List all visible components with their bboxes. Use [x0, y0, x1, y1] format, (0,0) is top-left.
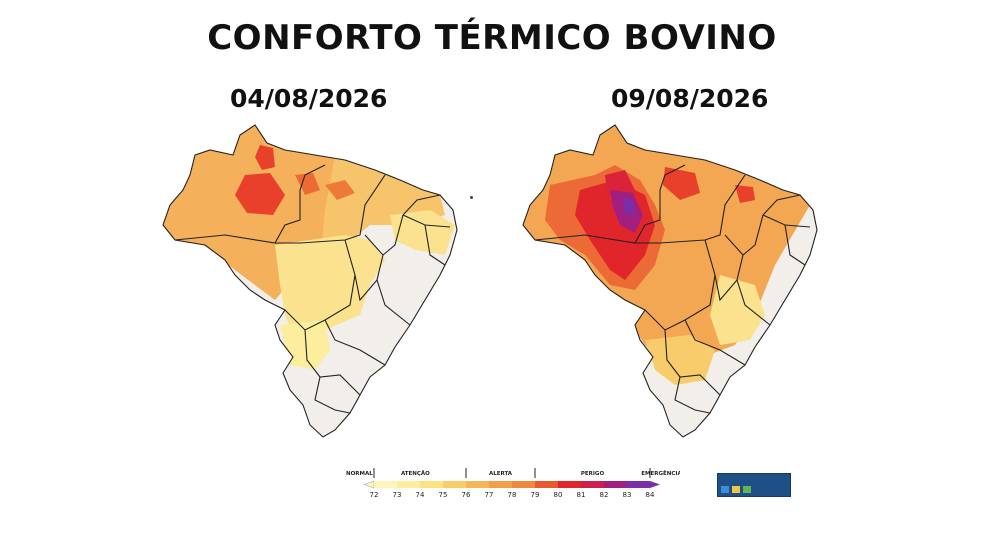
heat-zone-danger-east: [295, 173, 320, 195]
legend-color-swatch: [443, 481, 466, 488]
legend-tick-labels: 72 73 74 75 76 77 78 79 80 81 82 83 84: [370, 491, 655, 499]
heat-zone-small-orange: [325, 180, 355, 200]
legend-category-label: PERIGO: [581, 471, 605, 477]
legend-tick-label: 73: [393, 491, 402, 499]
legend-tick-label: 78: [508, 491, 517, 499]
legend-tick-label: 77: [485, 491, 494, 499]
legend-color-swatch: [535, 481, 558, 488]
legend-tick-label: 74: [416, 491, 425, 499]
inmet-logo: [717, 473, 791, 497]
legend-color-bar: [363, 480, 660, 489]
legend-arrow-right: [650, 481, 660, 488]
legend-category-label: EMERGÊNCIA: [641, 469, 680, 477]
heat-zone-attention: [275, 235, 385, 340]
logo-square-green: [743, 486, 751, 493]
legend-tick-label: 81: [577, 491, 586, 499]
legend-tick-label: 72: [370, 491, 379, 499]
legend-color-swatch: [604, 481, 627, 488]
legend-categories: NORMAL ATENÇÃO ALERTA PERIGO EMERGÊNCIA: [346, 468, 680, 478]
color-scale-legend: NORMAL ATENÇÃO ALERTA PERIGO EMERGÊNCIA 72 73…: [346, 468, 680, 499]
legend-color-swatch: [489, 481, 512, 488]
legend-color-swatch: [627, 481, 650, 488]
map-date-left: 04/08/2026: [230, 84, 388, 113]
legend-tick-label: 84: [646, 491, 655, 499]
legend-color-swatch: [420, 481, 443, 488]
legend-color-swatch: [581, 481, 604, 488]
legend-tick-label: 80: [554, 491, 563, 499]
legend-tick-label: 76: [462, 491, 471, 499]
brazil-map-right: [522, 124, 818, 438]
legend-tick-label: 83: [623, 491, 632, 499]
legend-color-swatch: [397, 481, 420, 488]
heat-zone-emergency-core: [623, 197, 635, 215]
logo-square-blue: [721, 486, 729, 493]
legend-color-swatch: [558, 481, 581, 488]
legend-tick-label: 79: [531, 491, 540, 499]
heat-zone-attention-center: [645, 335, 715, 385]
heat-zone-danger-core: [235, 173, 285, 215]
heat-zone-danger-northeast: [735, 185, 755, 203]
legend-category-label: NORMAL: [346, 471, 373, 477]
legend-tick-label: 82: [600, 491, 609, 499]
heat-zone-attention-east: [710, 275, 765, 345]
legend-color-swatch: [466, 481, 489, 488]
heat-zone-danger-east: [663, 167, 700, 200]
legend-tick-label: 75: [439, 491, 448, 499]
heat-zone-northeast-yellow: [390, 210, 455, 255]
legend-category-label: ATENÇÃO: [401, 470, 430, 477]
brazil-map-left: [162, 124, 458, 438]
legend-color-swatch: [374, 481, 397, 488]
legend-color-swatch: [512, 481, 535, 488]
stray-dot: [470, 196, 473, 199]
legend-arrow-left: [363, 480, 375, 489]
logo-square-yellow: [732, 486, 740, 493]
legend-category-label: ALERTA: [489, 471, 513, 477]
page-title: CONFORTO TÉRMICO BOVINO: [207, 18, 777, 58]
map-date-right: 09/08/2026: [611, 84, 769, 113]
heat-zone-danger-north: [255, 145, 275, 170]
